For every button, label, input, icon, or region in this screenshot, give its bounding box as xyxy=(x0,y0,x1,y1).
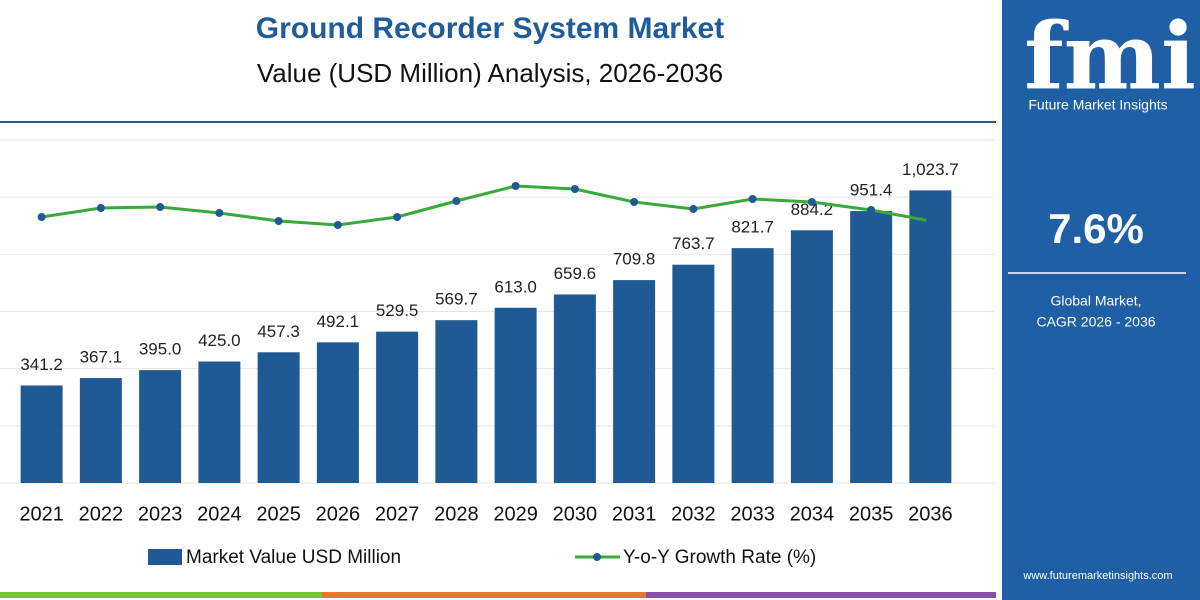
x-tick-label: 2034 xyxy=(790,503,835,525)
footer-strip xyxy=(0,592,322,598)
growth-marker xyxy=(215,209,224,217)
subtitle: Value (USD Million) Analysis, 2026-2036 xyxy=(257,58,723,88)
sidebar-edge xyxy=(998,0,1002,600)
data-label: 395.0 xyxy=(139,340,182,359)
brand: Future Market Insights xyxy=(1028,97,1167,113)
logo: fmi xyxy=(1024,3,1196,111)
bar xyxy=(20,385,63,483)
x-tick-label: 2028 xyxy=(434,503,479,525)
x-tick-label: 2027 xyxy=(375,503,420,525)
growth-marker xyxy=(393,213,402,221)
bar xyxy=(139,370,182,483)
data-label: 569.7 xyxy=(435,290,478,309)
bar xyxy=(672,264,715,483)
growth-marker xyxy=(274,217,283,225)
x-tick-label: 2032 xyxy=(671,503,716,525)
x-tick-label: 2035 xyxy=(849,503,894,525)
growth-marker xyxy=(689,205,698,213)
data-label: 492.1 xyxy=(317,312,360,331)
growth-marker xyxy=(37,213,46,221)
growth-marker xyxy=(926,217,935,225)
data-label: 1,023.7 xyxy=(902,160,959,179)
growth-marker xyxy=(570,185,579,193)
bar xyxy=(494,307,537,483)
data-label: 613.0 xyxy=(494,277,537,296)
cagr-caption: CAGR 2026 - 2036 xyxy=(1036,314,1155,330)
bar xyxy=(909,190,952,484)
cagr-value: 7.6% xyxy=(1048,205,1144,252)
data-label: 821.7 xyxy=(731,218,774,237)
growth-marker xyxy=(333,221,342,229)
growth-line xyxy=(41,184,931,227)
data-label: 457.3 xyxy=(257,322,300,341)
x-tick-label: 2031 xyxy=(612,503,657,525)
x-tick-label: 2033 xyxy=(730,503,775,525)
bar xyxy=(731,248,774,483)
bar xyxy=(198,361,241,483)
growth-marker xyxy=(156,203,165,211)
x-tick-label: 2026 xyxy=(316,503,361,525)
data-label: 951.4 xyxy=(850,181,893,200)
data-label: 367.1 xyxy=(80,348,123,367)
legend-label: Market Value USD Million xyxy=(186,547,401,568)
footer-strip xyxy=(646,592,996,598)
legend-label: Y-o-Y Growth Rate (%) xyxy=(623,547,816,568)
bar xyxy=(257,352,300,483)
x-tick-label: 2024 xyxy=(197,503,242,525)
x-tick-label: 2029 xyxy=(493,503,538,525)
growth-marker xyxy=(807,198,816,206)
bar xyxy=(790,230,833,483)
x-tick-label: 2021 xyxy=(19,503,64,525)
bar xyxy=(376,331,419,483)
data-label: 709.8 xyxy=(613,250,656,269)
sidebar xyxy=(998,0,1200,600)
data-label: 763.7 xyxy=(672,234,715,253)
title: Ground Recorder System Market xyxy=(256,12,724,45)
data-label: 341.2 xyxy=(20,355,63,374)
growth-marker xyxy=(748,195,757,203)
data-label: 529.5 xyxy=(376,301,419,320)
growth-marker xyxy=(630,198,639,206)
bar xyxy=(79,378,122,483)
x-tick-label: 2036 xyxy=(908,503,953,525)
bar xyxy=(316,342,359,483)
legend-swatch xyxy=(148,549,182,565)
growth-marker xyxy=(511,182,520,190)
growth-marker xyxy=(96,204,105,212)
growth-marker xyxy=(867,206,876,214)
url: www.futuremarketinsights.com xyxy=(1022,570,1172,582)
footer-strip xyxy=(322,592,646,598)
x-tick-label: 2025 xyxy=(256,503,301,525)
legend-swatch xyxy=(593,553,601,561)
x-tick-label: 2030 xyxy=(553,503,598,525)
bar xyxy=(613,280,656,483)
cagr-caption: Global Market, xyxy=(1050,293,1141,309)
data-label: 659.6 xyxy=(554,264,597,283)
x-tick-label: 2022 xyxy=(79,503,124,525)
x-tick-label: 2023 xyxy=(138,503,183,525)
data-label: 425.0 xyxy=(198,331,241,350)
bar xyxy=(435,320,478,483)
bar xyxy=(553,294,596,483)
bar xyxy=(850,211,893,483)
growth-marker xyxy=(452,197,461,205)
